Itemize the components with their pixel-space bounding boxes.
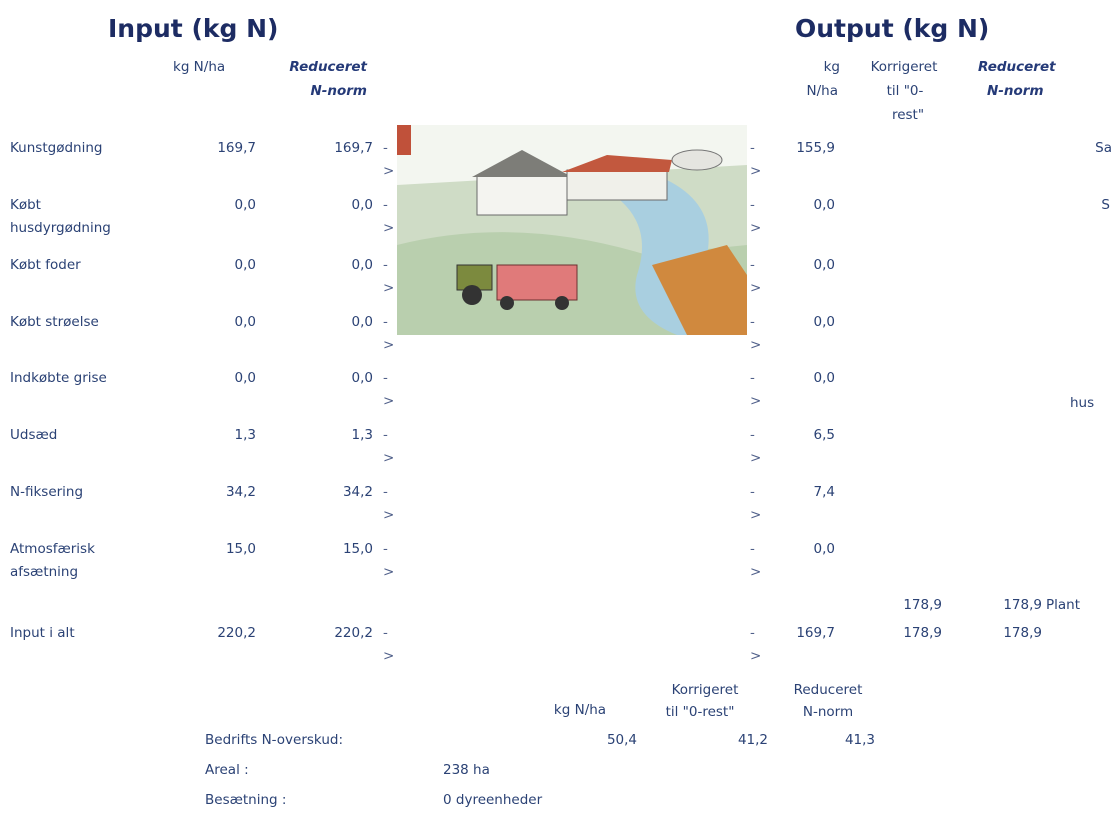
output-value: 0,0 [745, 538, 835, 561]
col-header: N-norm [257, 80, 367, 103]
input-value: 0,0 [283, 367, 373, 390]
row-label: Atmosfærisk afsætning [10, 538, 130, 584]
page: Input (kg N) Output (kg N) kg N/ha Reduce… [0, 0, 1114, 830]
output-value: 0,0 [745, 311, 835, 334]
summary-label: Bedrifts N-overskud: [205, 729, 343, 752]
output-value: 0,0 [745, 254, 835, 277]
summary-value: 0 dyreenheder [443, 789, 542, 812]
col-header: kg N/ha [173, 56, 225, 79]
input-value: 1,3 [283, 424, 373, 447]
col-header: kg [800, 56, 840, 79]
input-value: 169,7 [166, 137, 256, 160]
input-value: 15,0 [166, 538, 256, 561]
row-label: Købt husdyrgødning [10, 194, 130, 240]
input-value: 15,0 [283, 538, 373, 561]
arrow: -> [383, 311, 392, 357]
col-header: Korrigeret [859, 56, 949, 79]
output-value: 178,9 [952, 622, 1042, 645]
edge-label: hus [1070, 392, 1094, 415]
arrow: -> [383, 137, 392, 183]
input-value: 220,2 [283, 622, 373, 645]
row-label: Købt foder [10, 254, 130, 277]
input-value: 0,0 [166, 194, 256, 217]
input-value: 34,2 [166, 481, 256, 504]
output-value: 0,0 [745, 367, 835, 390]
col-header: N/ha [778, 80, 838, 103]
row-label: Købt strøelse [10, 311, 130, 334]
output-value: 178,9 [852, 622, 942, 645]
input-value: 0,0 [166, 311, 256, 334]
output-value: 169,7 [745, 622, 835, 645]
arrow: -> [383, 481, 392, 527]
output-value: 7,4 [745, 481, 835, 504]
farm-illustration [397, 125, 747, 335]
col-header: N-norm [987, 80, 1044, 103]
row-label: N-fiksering [10, 481, 130, 504]
summary-label: Areal : [205, 759, 249, 782]
row-label: Kunstgødning [10, 137, 130, 160]
input-value: 220,2 [166, 622, 256, 645]
row-label: Input i alt [10, 622, 130, 645]
arrow: -> [383, 367, 392, 413]
summary-label: Besætning : [205, 789, 286, 812]
input-value: 0,0 [166, 367, 256, 390]
input-value: 0,0 [283, 194, 373, 217]
input-title: Input (kg N) [108, 14, 278, 44]
summary-value: 41,2 [678, 729, 768, 752]
edge-label: S [1070, 194, 1110, 217]
output-value: 155,9 [745, 137, 835, 160]
output-value: 178,9 [852, 594, 942, 617]
summary-value: 238 ha [443, 759, 490, 782]
input-value: 169,7 [283, 137, 373, 160]
col-header: Reduceret [978, 56, 1056, 79]
summary-value: 50,4 [547, 729, 637, 752]
arrow: -> [383, 424, 392, 470]
summary-value: 41,3 [785, 729, 875, 752]
summary-header: N-norm [768, 701, 888, 724]
output-value: 0,0 [745, 194, 835, 217]
arrow: -> [383, 538, 392, 584]
arrow: -> [383, 254, 392, 300]
input-value: 34,2 [283, 481, 373, 504]
col-header: Reduceret [257, 56, 367, 79]
arrow: -> [383, 622, 392, 668]
col-header: til "0- [860, 80, 950, 103]
output-title: Output (kg N) [795, 14, 989, 44]
arrow: -> [383, 194, 392, 240]
input-value: 0,0 [283, 311, 373, 334]
row-label: Indkøbte grise [10, 367, 130, 390]
row-label: Plant [1046, 594, 1080, 617]
row-label: Udsæd [10, 424, 130, 447]
edge-label: Sa [1072, 137, 1112, 160]
input-value: 0,0 [283, 254, 373, 277]
input-value: 0,0 [166, 254, 256, 277]
output-value: 178,9 [952, 594, 1042, 617]
summary-header: Korrigeret [645, 679, 765, 702]
summary-header: til "0-rest" [640, 701, 760, 724]
input-value: 1,3 [166, 424, 256, 447]
summary-header: kg N/ha [520, 699, 640, 722]
output-value: 6,5 [745, 424, 835, 447]
col-header: rest" [863, 104, 953, 127]
summary-header: Reduceret [768, 679, 888, 702]
